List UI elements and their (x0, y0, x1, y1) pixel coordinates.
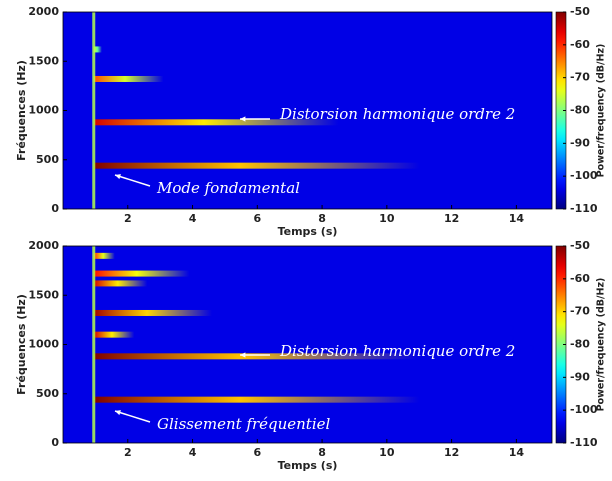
colorbar-tick-label: -80 (570, 104, 590, 117)
x-tick-label: 8 (318, 446, 326, 459)
arrow-head (115, 174, 121, 180)
y-tick-label: 2000 (28, 239, 59, 252)
harmonic-band (93, 119, 339, 126)
spectrogram-background (63, 12, 552, 209)
arrow-head (240, 352, 246, 358)
annotation-arrow (114, 410, 151, 423)
harmonic-band (93, 75, 164, 82)
x-tick-label: 14 (509, 446, 525, 459)
annotation: Glissement fréquentiel (157, 415, 331, 433)
y-tick-label: 0 (51, 202, 59, 215)
harmonic-band (93, 396, 420, 403)
y-tick-label: 1500 (28, 288, 59, 301)
x-tick-label: 14 (509, 212, 525, 225)
x-tick-label: 2 (124, 212, 132, 225)
annotation: Mode fondamental (156, 179, 300, 197)
y-tick-label: 0 (51, 436, 59, 449)
x-tick-label: 6 (253, 212, 261, 225)
y-tick-label: 1000 (28, 104, 59, 117)
y-axis-label: Fréquences (Hz) (15, 294, 28, 395)
colorbar-tick-label: -70 (570, 71, 590, 84)
spectrogram-background (63, 246, 552, 443)
onset-line (92, 12, 96, 209)
colorbar-label: Power/frequency (dB/Hz) (596, 278, 607, 412)
harmonic-band (93, 353, 420, 360)
x-tick-label: 4 (189, 212, 197, 225)
y-tick-label: 500 (36, 153, 59, 166)
colorbar-tick-label: -60 (570, 272, 590, 285)
colorbar-tick-label: -100 (570, 403, 598, 416)
y-tick-label: 500 (36, 387, 59, 400)
colorbar-tick-label: -60 (570, 38, 590, 51)
colorbar-tick-label: -110 (570, 436, 598, 449)
annotation-arrow (114, 174, 151, 187)
colorbar-label: Power/frequency (dB/Hz) (596, 44, 607, 178)
colorbar-tick-label: -50 (570, 5, 590, 18)
colorbar-tick-label: -80 (570, 338, 590, 351)
harmonic-band (93, 309, 212, 316)
arrow-head (240, 116, 246, 122)
y-tick-label: 1500 (28, 54, 59, 67)
x-tick-label: 2 (124, 446, 132, 459)
x-axis-label: Temps (s) (278, 225, 338, 238)
harmonic-band (93, 162, 420, 169)
y-axis-label: Fréquences (Hz) (15, 60, 28, 161)
harmonic-band (93, 46, 102, 53)
colorbar-tick-label: -70 (570, 305, 590, 318)
annotation: Distorsion harmonique ordre 2 (279, 342, 515, 360)
x-tick-label: 4 (189, 446, 197, 459)
x-tick-label: 10 (379, 446, 395, 459)
harmonic-band (93, 331, 135, 338)
colorbar-tick-label: -90 (570, 370, 590, 383)
x-tick-label: 6 (253, 446, 261, 459)
harmonic-band (93, 270, 190, 277)
y-tick-label: 1000 (28, 338, 59, 351)
x-tick-label: 12 (444, 212, 459, 225)
colorbar-tick-label: -110 (570, 202, 598, 215)
x-axis-label: Temps (s) (278, 459, 338, 472)
colorbar-tick-label: -50 (570, 239, 590, 252)
colorbar-tick-label: -100 (570, 169, 598, 182)
x-tick-label: 8 (318, 212, 326, 225)
x-tick-label: 10 (379, 212, 395, 225)
arrow-head (115, 410, 121, 416)
harmonic-band (93, 280, 148, 287)
colorbar-tick-label: -90 (570, 136, 590, 149)
x-tick-label: 12 (444, 446, 459, 459)
harmonic-band (93, 252, 115, 259)
onset-line (92, 246, 96, 443)
annotation: Distorsion harmonique ordre 2 (279, 105, 515, 123)
y-tick-label: 2000 (28, 5, 59, 18)
